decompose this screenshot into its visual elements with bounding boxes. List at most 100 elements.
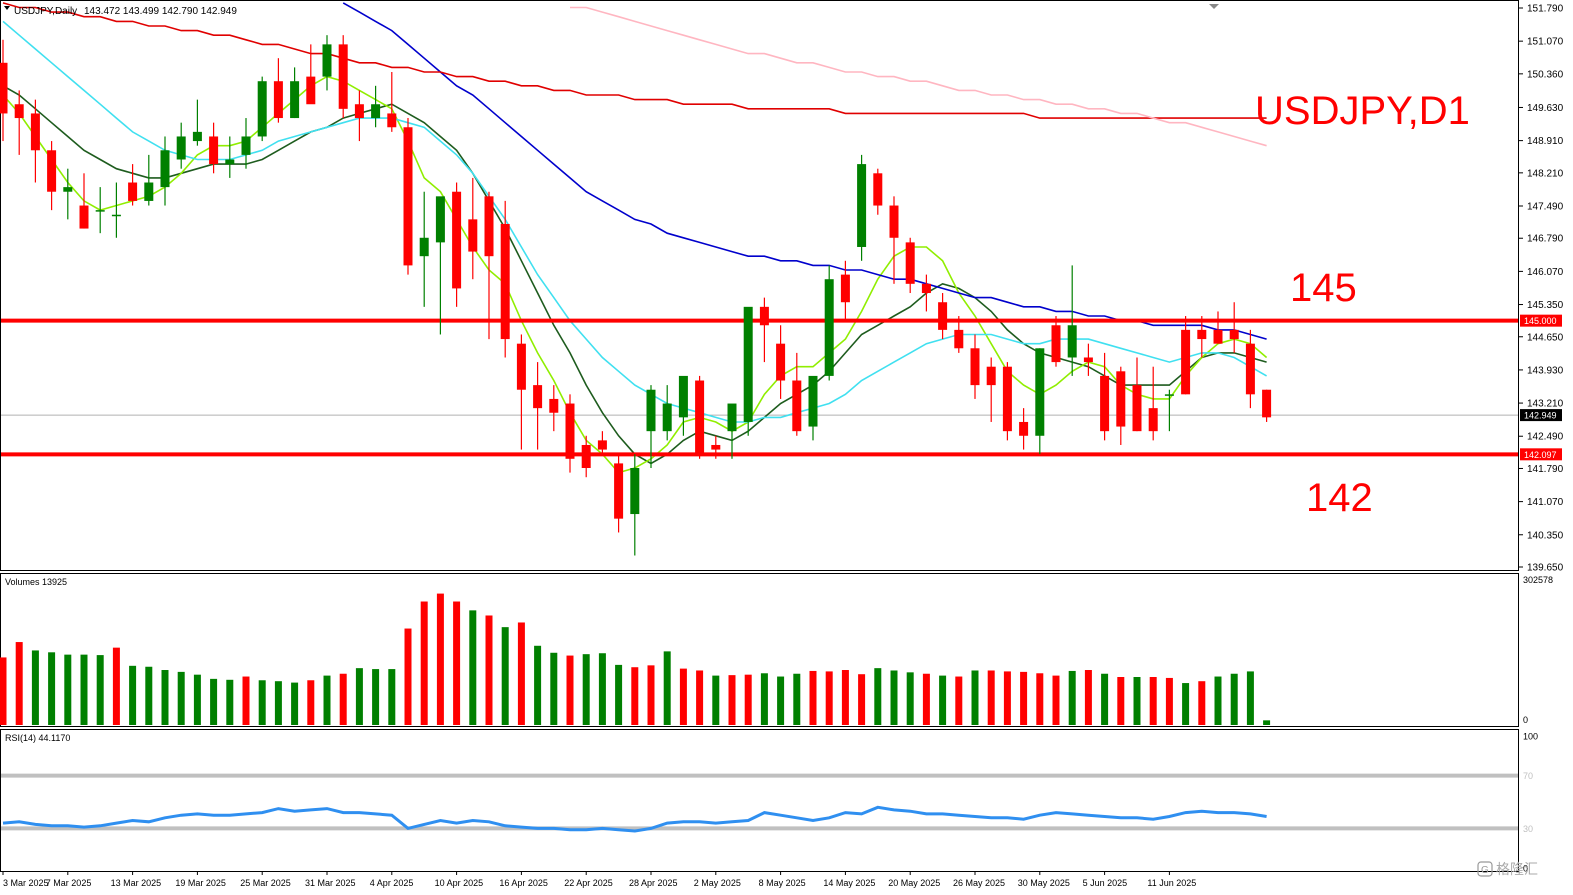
volume-bar[interactable] xyxy=(1052,675,1060,725)
candle[interactable] xyxy=(273,58,283,123)
volume-bar[interactable] xyxy=(501,627,509,725)
volume-bar[interactable] xyxy=(323,675,331,725)
candle[interactable] xyxy=(192,99,202,146)
volume-bar[interactable] xyxy=(858,674,866,725)
volume-bar[interactable] xyxy=(566,655,574,725)
candle[interactable] xyxy=(419,191,429,307)
volume-bar[interactable] xyxy=(242,676,250,725)
candle[interactable] xyxy=(954,316,964,353)
volume-bar[interactable] xyxy=(1084,670,1092,725)
candle[interactable] xyxy=(144,154,154,206)
volume-bar[interactable] xyxy=(1149,677,1157,725)
volume-bar[interactable] xyxy=(874,668,882,725)
volume-bar[interactable] xyxy=(15,642,23,725)
candle[interactable] xyxy=(678,375,688,436)
candle[interactable] xyxy=(711,435,721,459)
candle[interactable] xyxy=(986,357,996,422)
volume-bar[interactable] xyxy=(404,628,412,725)
candle[interactable] xyxy=(581,435,591,478)
candle[interactable] xyxy=(873,168,883,215)
volume-bar[interactable] xyxy=(744,674,752,725)
volume-bar[interactable] xyxy=(517,622,525,725)
rsi-panel[interactable] xyxy=(0,729,1519,872)
volume-bar[interactable] xyxy=(80,654,88,725)
volume-bar[interactable] xyxy=(161,670,169,725)
volume-bar[interactable] xyxy=(355,668,363,725)
volume-bar[interactable] xyxy=(809,670,817,725)
volume-bar[interactable] xyxy=(712,675,720,725)
candle[interactable] xyxy=(14,90,24,155)
candle[interactable] xyxy=(1197,316,1207,358)
candle[interactable] xyxy=(1164,389,1174,432)
candle[interactable] xyxy=(516,334,526,450)
volume-bar[interactable] xyxy=(226,679,234,725)
candle[interactable] xyxy=(371,85,381,128)
candle[interactable] xyxy=(225,136,235,178)
volume-bar[interactable] xyxy=(696,670,704,725)
dropdown-triangle-icon[interactable] xyxy=(4,6,10,10)
volume-bar[interactable] xyxy=(971,670,979,725)
volume-bar[interactable] xyxy=(372,669,380,725)
volume-bar[interactable] xyxy=(550,652,558,725)
volume-bar[interactable] xyxy=(1246,671,1254,725)
volume-bar[interactable] xyxy=(841,670,849,725)
candle[interactable] xyxy=(484,191,494,340)
candle[interactable] xyxy=(160,136,170,206)
candle[interactable] xyxy=(63,168,73,220)
candle[interactable] xyxy=(646,385,656,469)
candle[interactable] xyxy=(354,90,364,142)
volume-bar[interactable] xyxy=(582,654,590,725)
volume-bar[interactable] xyxy=(0,657,7,725)
volume-bar[interactable] xyxy=(1198,681,1206,725)
volume-bar[interactable] xyxy=(129,665,137,725)
volume-bar[interactable] xyxy=(728,675,736,725)
candle[interactable] xyxy=(938,293,948,340)
volume-bar[interactable] xyxy=(96,655,104,725)
candle[interactable] xyxy=(1051,316,1061,367)
main-panel[interactable] xyxy=(0,0,1519,571)
volume-bar[interactable] xyxy=(1020,671,1028,725)
candle[interactable] xyxy=(403,118,413,275)
volume-bar[interactable] xyxy=(1036,673,1044,725)
candle[interactable] xyxy=(500,200,510,358)
volume-bar[interactable] xyxy=(485,615,493,725)
volume-bar[interactable] xyxy=(274,681,282,725)
volume-bar[interactable] xyxy=(1101,673,1109,725)
candle[interactable] xyxy=(306,44,316,105)
volume-bar[interactable] xyxy=(987,670,995,725)
volume-bar[interactable] xyxy=(469,610,477,725)
volume-bar[interactable] xyxy=(258,680,266,725)
volume-bar[interactable] xyxy=(663,651,671,725)
volume-bar[interactable] xyxy=(31,650,39,725)
candle[interactable] xyxy=(452,182,462,307)
candle[interactable] xyxy=(1245,329,1255,409)
candle[interactable] xyxy=(128,164,138,206)
volume-bar[interactable] xyxy=(1133,677,1141,725)
volume-bar[interactable] xyxy=(825,671,833,725)
candle[interactable] xyxy=(533,362,543,450)
candle[interactable] xyxy=(905,237,915,294)
candle[interactable] xyxy=(565,394,575,473)
candle[interactable] xyxy=(889,196,899,284)
candle[interactable] xyxy=(597,431,607,455)
candle[interactable] xyxy=(970,334,980,399)
candle[interactable] xyxy=(111,182,121,238)
volume-bar[interactable] xyxy=(939,675,947,725)
candle[interactable] xyxy=(727,403,737,459)
candle[interactable] xyxy=(1067,265,1077,376)
candle[interactable] xyxy=(1083,343,1093,376)
volume-bar[interactable] xyxy=(922,673,930,725)
candle[interactable] xyxy=(435,196,445,335)
candle[interactable] xyxy=(759,297,769,363)
volume-bar[interactable] xyxy=(339,673,347,725)
candle[interactable] xyxy=(1002,362,1012,441)
volume-bar[interactable] xyxy=(145,666,153,725)
volume-bar[interactable] xyxy=(48,652,56,725)
candle[interactable] xyxy=(0,39,8,142)
candle[interactable] xyxy=(549,385,559,432)
candle[interactable] xyxy=(776,325,786,399)
shift-marker-icon[interactable] xyxy=(1209,4,1219,9)
candle[interactable] xyxy=(1019,408,1029,450)
candle[interactable] xyxy=(387,72,397,132)
volume-bar[interactable] xyxy=(955,676,963,725)
